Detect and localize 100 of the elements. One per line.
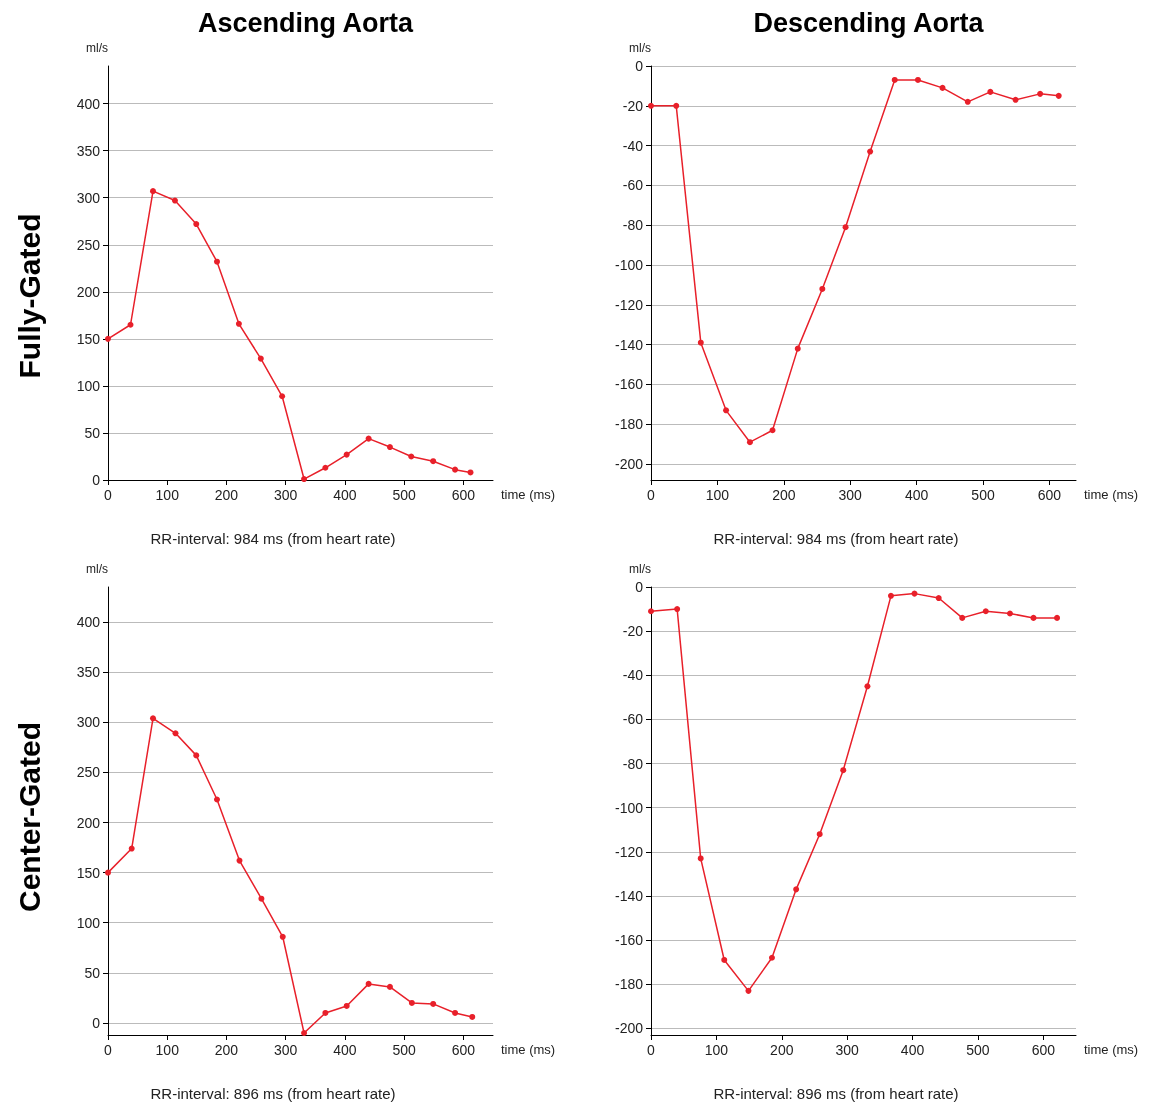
x-tick-label: 500 xyxy=(966,1042,990,1058)
x-axis-title: time (ms) xyxy=(501,487,556,502)
x-tick-label: 100 xyxy=(155,487,180,503)
x-tick-label: 300 xyxy=(838,487,863,503)
point xyxy=(674,606,681,613)
chart-title: Ascending Aorta xyxy=(197,7,414,38)
point xyxy=(171,197,178,204)
point xyxy=(987,88,994,95)
x-tick-label: 200 xyxy=(214,487,239,503)
y-tick-label: -140 xyxy=(614,336,644,353)
point xyxy=(127,321,134,328)
point xyxy=(430,458,437,465)
x-tick-label: 400 xyxy=(333,487,357,503)
y-tick-label: -160 xyxy=(614,376,644,393)
x-tick-label: 100 xyxy=(704,1042,729,1058)
y-tick-label: 250 xyxy=(76,236,101,253)
y-axis-title: ml/s xyxy=(86,41,108,55)
x-tick-label: 600 xyxy=(451,487,476,503)
y-tick-label: 0 xyxy=(92,472,101,488)
x-tick-label: 200 xyxy=(214,1042,239,1058)
point xyxy=(887,592,894,599)
point xyxy=(1037,90,1044,97)
point xyxy=(279,933,286,940)
y-tick-label: -80 xyxy=(622,217,644,234)
y-tick-label: 400 xyxy=(76,95,101,112)
y-tick-label: -40 xyxy=(622,667,644,684)
y-axis-title: ml/s xyxy=(629,562,651,576)
point xyxy=(891,76,898,83)
y-tick-label: 100 xyxy=(76,377,101,394)
x-tick-label: 500 xyxy=(392,487,417,503)
point xyxy=(816,831,823,838)
point xyxy=(430,1000,437,1007)
x-tick-label: 0 xyxy=(647,1042,656,1058)
x-tick-label: 600 xyxy=(1031,1042,1056,1058)
y-tick-label: 250 xyxy=(76,764,101,781)
point xyxy=(467,469,474,476)
point xyxy=(746,439,753,446)
y-tick-label: -40 xyxy=(622,137,644,154)
text: RR-interval: 984 ms (from heart rate) xyxy=(150,530,396,547)
point xyxy=(769,427,776,434)
point xyxy=(365,435,372,442)
y-tick-label: 200 xyxy=(76,283,101,300)
y-tick-label: 150 xyxy=(76,330,101,347)
y-tick-label: 0 xyxy=(635,58,644,74)
y-tick-label: -100 xyxy=(614,257,644,274)
x-tick-label: 0 xyxy=(104,1042,113,1058)
point xyxy=(386,444,393,451)
point xyxy=(301,476,308,483)
point xyxy=(258,895,265,902)
point xyxy=(193,752,200,759)
y-tick-label: -60 xyxy=(622,177,644,194)
y-tick-label: -100 xyxy=(614,799,644,816)
x-tick-label: 400 xyxy=(904,487,929,503)
x-tick-label: 300 xyxy=(274,1042,298,1058)
point xyxy=(150,188,157,195)
point xyxy=(343,1002,350,1009)
point xyxy=(914,76,921,83)
y-tick-label: 150 xyxy=(76,864,101,881)
y-tick-label: 100 xyxy=(76,914,101,931)
text: RR-interval: 896 ms (from heart rate) xyxy=(150,1085,396,1102)
y-tick-label: 300 xyxy=(76,189,101,206)
y-tick-label: 50 xyxy=(84,424,101,441)
y-tick-label: -200 xyxy=(614,1020,644,1037)
y-tick-label: -140 xyxy=(614,887,644,904)
point xyxy=(794,345,801,352)
point xyxy=(365,980,372,987)
x-tick-label: 0 xyxy=(104,487,113,503)
x-tick-label: 100 xyxy=(155,1042,180,1058)
y-tick-label: -80 xyxy=(622,755,644,772)
point xyxy=(768,954,775,961)
text: Fully-Gated xyxy=(12,213,46,379)
y-tick-label: -120 xyxy=(614,843,644,860)
point xyxy=(193,221,200,228)
point xyxy=(452,1009,459,1016)
point xyxy=(236,857,243,864)
y-tick-label: -120 xyxy=(614,296,644,313)
x-axis-title: time (ms) xyxy=(1084,487,1139,502)
y-tick-label: 50 xyxy=(84,964,101,981)
y-axis-title: ml/s xyxy=(629,41,651,55)
point xyxy=(452,466,459,473)
x-tick-label: 200 xyxy=(770,1042,794,1058)
y-tick-label: 400 xyxy=(76,614,101,631)
point xyxy=(213,258,220,265)
x-tick-label: 0 xyxy=(647,487,656,503)
y-tick-label: 350 xyxy=(76,664,101,681)
x-tick-label: 300 xyxy=(835,1042,860,1058)
point xyxy=(1030,614,1037,621)
x-tick-label: 100 xyxy=(705,487,730,503)
point xyxy=(982,608,989,615)
x-tick-label: 200 xyxy=(772,487,796,503)
point xyxy=(1055,92,1062,99)
y-tick-label: -160 xyxy=(614,932,644,949)
point xyxy=(819,285,826,292)
y-tick-label: 0 xyxy=(92,1014,101,1031)
point xyxy=(697,339,704,346)
y-tick-label: -20 xyxy=(622,97,644,114)
point xyxy=(1012,96,1019,103)
x-tick-label: 400 xyxy=(900,1042,925,1058)
point xyxy=(279,393,286,400)
y-tick-label: 350 xyxy=(76,142,101,159)
